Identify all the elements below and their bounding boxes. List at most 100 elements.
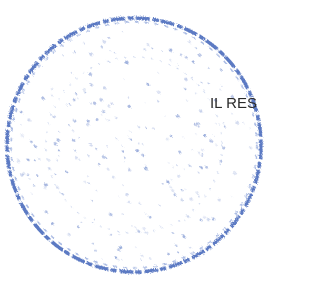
ink-speck bbox=[56, 159, 58, 161]
ink-speck bbox=[122, 31, 123, 32]
ink-speck bbox=[38, 158, 40, 160]
ink-speck bbox=[198, 196, 200, 198]
ink-speck bbox=[149, 258, 151, 260]
ink-speck bbox=[20, 111, 23, 114]
ink-speck bbox=[62, 55, 63, 56]
ink-speck bbox=[114, 52, 116, 54]
ink-speck bbox=[50, 113, 51, 114]
ink-speck bbox=[181, 189, 183, 191]
ink-speck bbox=[195, 93, 197, 95]
ink-speck bbox=[36, 175, 38, 177]
ink-speck bbox=[220, 89, 221, 90]
ink-speck bbox=[107, 168, 109, 170]
stamp-specks bbox=[17, 31, 252, 261]
ink-speck bbox=[203, 134, 206, 137]
ink-speck bbox=[121, 259, 122, 260]
ink-speck bbox=[197, 122, 200, 125]
ink-speck bbox=[122, 146, 123, 147]
ink-speck bbox=[207, 218, 210, 221]
ink-speck bbox=[177, 251, 179, 253]
ink-speck bbox=[66, 104, 67, 105]
ink-speck bbox=[132, 226, 133, 227]
ink-speck bbox=[53, 115, 56, 118]
ink-speck bbox=[90, 83, 93, 86]
ink-speck bbox=[209, 139, 212, 142]
ink-speck bbox=[102, 110, 105, 113]
ink-speck bbox=[128, 97, 129, 98]
ink-speck bbox=[128, 105, 131, 108]
ink-speck bbox=[87, 155, 89, 157]
ink-speck bbox=[231, 113, 232, 114]
ink-speck bbox=[92, 243, 94, 245]
ink-speck bbox=[249, 146, 252, 149]
ink-speck bbox=[142, 143, 143, 144]
ink-speck bbox=[108, 105, 111, 108]
ink-speck bbox=[145, 164, 146, 165]
ink-speck bbox=[180, 54, 182, 56]
ink-speck bbox=[152, 48, 154, 50]
ink-speck bbox=[195, 47, 197, 49]
ink-speck bbox=[51, 88, 54, 91]
ink-speck bbox=[83, 42, 84, 43]
ink-speck bbox=[135, 226, 136, 227]
ink-speck bbox=[90, 103, 92, 105]
ink-speck bbox=[135, 247, 136, 248]
ink-speck bbox=[176, 115, 179, 118]
ink-speck bbox=[136, 149, 139, 152]
stamp-text: IL RES bbox=[210, 95, 257, 112]
ink-speck bbox=[149, 216, 152, 219]
ink-speck bbox=[34, 145, 37, 148]
ink-speck bbox=[96, 118, 99, 121]
ink-speck bbox=[118, 196, 119, 197]
ink-speck bbox=[77, 98, 78, 99]
ink-speck bbox=[83, 88, 86, 91]
ink-speck bbox=[164, 115, 165, 116]
ink-speck bbox=[198, 125, 200, 127]
ink-speck bbox=[188, 40, 191, 43]
ink-speck bbox=[144, 48, 146, 50]
ink-speck bbox=[201, 82, 202, 83]
ink-speck bbox=[115, 117, 117, 119]
ink-speck bbox=[130, 138, 132, 140]
ink-speck bbox=[79, 159, 81, 161]
ink-speck bbox=[157, 91, 160, 94]
ink-speck bbox=[90, 53, 93, 56]
ink-speck bbox=[222, 146, 225, 149]
ink-speck bbox=[198, 152, 201, 155]
ink-speck bbox=[146, 232, 149, 235]
ink-speck bbox=[208, 67, 210, 69]
ink-speck bbox=[220, 160, 223, 163]
ink-speck bbox=[138, 142, 140, 144]
ink-speck bbox=[196, 192, 199, 195]
ink-speck bbox=[138, 230, 141, 233]
ink-speck bbox=[106, 119, 107, 120]
stamp-image: IL RES bbox=[0, 0, 275, 284]
ink-speck bbox=[144, 102, 145, 103]
ink-speck bbox=[110, 51, 111, 52]
ink-speck bbox=[73, 98, 76, 101]
ink-speck bbox=[103, 40, 107, 44]
ink-speck bbox=[89, 143, 92, 146]
ink-speck bbox=[66, 171, 68, 173]
ink-speck bbox=[34, 159, 36, 161]
ink-speck bbox=[51, 94, 53, 96]
ink-speck bbox=[128, 169, 131, 172]
ink-speck bbox=[170, 135, 172, 137]
ink-speck bbox=[128, 136, 129, 137]
ink-speck bbox=[55, 174, 56, 175]
ink-speck bbox=[109, 61, 110, 62]
ink-speck bbox=[112, 176, 115, 179]
ink-speck bbox=[125, 61, 128, 64]
ink-speck bbox=[95, 148, 97, 150]
ink-speck bbox=[161, 50, 162, 51]
ink-speck bbox=[58, 187, 60, 189]
ink-speck bbox=[33, 184, 35, 186]
ink-speck bbox=[95, 190, 97, 192]
ink-speck bbox=[74, 51, 76, 53]
ink-speck bbox=[172, 189, 175, 192]
ink-speck bbox=[58, 155, 59, 156]
ink-speck bbox=[44, 183, 48, 187]
ink-speck bbox=[87, 175, 89, 177]
ink-speck bbox=[110, 234, 112, 236]
ink-speck bbox=[174, 193, 177, 196]
